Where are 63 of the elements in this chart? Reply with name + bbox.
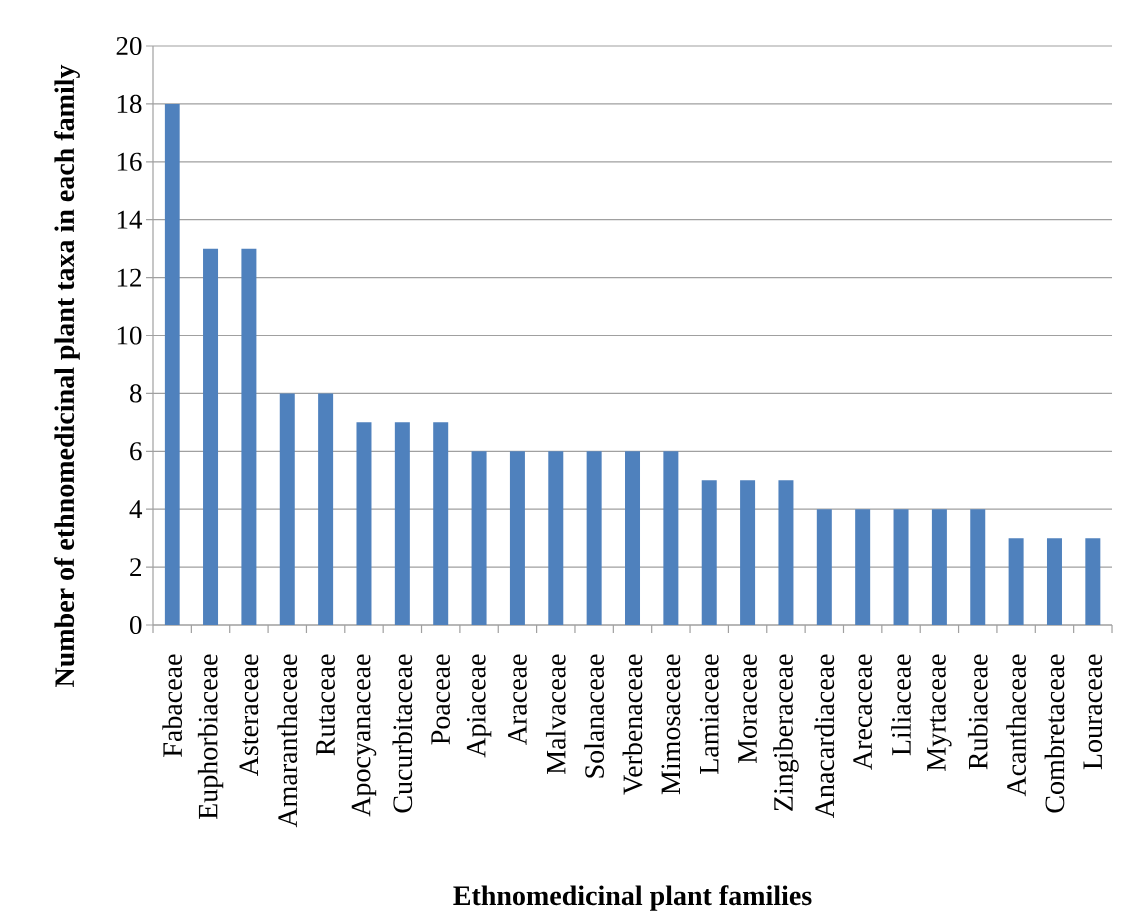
y-tick-label: 14 [117,210,143,229]
x-tick-label: Poaceae [431,654,450,745]
x-tick-label: Cucurbitaceae [392,654,413,813]
x-tick-label: Euphorbiaceae [197,654,224,820]
x-tick-label: Verbenaceae [622,654,643,795]
bar [1008,538,1024,625]
bar [855,509,871,625]
bar [164,103,180,625]
x-tick-label: Lamiaceae [699,654,719,774]
x-tick-label: Solanaceae [584,654,604,778]
x-tick-label: Acanthaceae [1006,654,1026,797]
y-tick-label: 18 [117,94,142,114]
x-tick-label: Asteraceae [239,654,259,777]
bar [778,480,794,625]
bar [318,393,334,625]
y-tick-label: 0 [130,615,142,635]
bar [893,509,909,625]
y-tick-label: 4 [129,500,143,519]
bar [433,422,449,625]
x-tick-label: Malvaceae [545,654,566,774]
x-tick-label: Arecaceae [853,654,873,770]
x-tick-label: Apiaceae [466,654,492,758]
x-tick-label: Zingiberaceae [773,654,799,811]
bar [279,393,295,625]
x-tick-label: Anacardiaceae [814,654,835,819]
y-tick-label: 8 [130,384,142,403]
x-tick-label: Myrtaceae [927,654,952,771]
bar [931,509,947,625]
bar [663,451,679,625]
x-tick-label: Araceae [508,654,527,745]
x-tick-label: Fabaceae [162,654,183,757]
bar [203,248,219,625]
bar [1046,538,1062,625]
x-tick-label: Apocyanaceae [351,654,377,817]
x-tick-label: Mimosaceae [661,654,681,795]
bar [1085,538,1101,625]
bar [241,248,257,625]
y-tick-label: 12 [117,268,141,287]
y-axis-title: Number of ethnomedicinal plant taxa in each family [54,64,80,687]
bar [548,451,564,625]
bar [471,451,487,625]
y-tick-label: 10 [117,326,142,345]
x-tick-label: Moraceae [738,654,757,764]
bar [816,509,832,625]
x-tick-label: Rubiaceae [967,654,988,770]
bar [970,509,986,625]
bar [701,480,717,625]
y-tick-label: 16 [117,152,142,171]
x-tick-label: Liliaceae [891,654,911,756]
x-tick-label: Rutaceae [316,654,335,756]
x-tick-label: Combretaceae [1044,654,1065,813]
y-tick-label: 20 [116,36,142,56]
bar [356,422,372,625]
bar [509,451,525,625]
x-tick-label: Louraceae [1083,654,1103,770]
x-axis-title: Ethnomedicinal plant families [453,885,812,911]
bar [586,451,602,625]
bar [740,480,756,625]
x-tick-label: Amaranthaceae [277,654,298,828]
bar [394,422,410,625]
y-tick-label: 6 [130,442,142,461]
y-tick-label: 2 [130,558,141,577]
bar [625,451,641,625]
